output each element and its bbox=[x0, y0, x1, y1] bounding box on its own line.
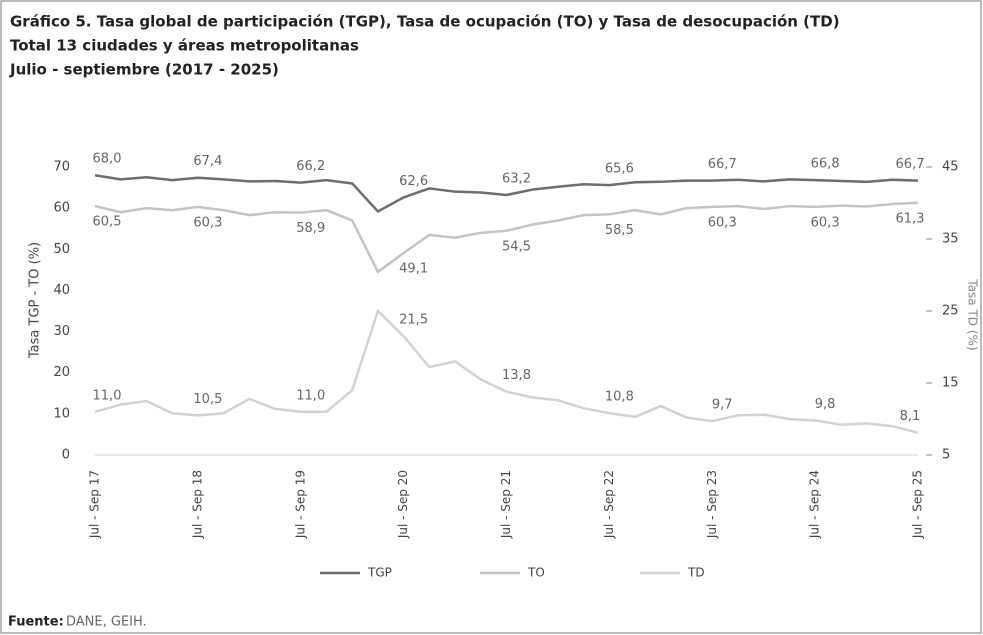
data-label: 62,6 bbox=[399, 174, 428, 189]
y2-tick-label: 15 bbox=[942, 376, 959, 391]
y2-tick-label: 35 bbox=[942, 232, 959, 247]
y2-tick-label: 25 bbox=[942, 304, 959, 319]
y2-tick-label: 45 bbox=[942, 160, 959, 175]
data-label: 63,2 bbox=[502, 171, 531, 186]
data-label: 21,5 bbox=[399, 313, 428, 328]
data-label: 10,8 bbox=[605, 390, 634, 405]
series-line bbox=[94, 173, 919, 213]
data-label: 66,7 bbox=[708, 157, 737, 172]
data-label: 67,4 bbox=[193, 154, 222, 169]
data-label: 66,7 bbox=[896, 157, 925, 172]
data-label: 58,5 bbox=[605, 223, 634, 238]
data-label: 60,3 bbox=[193, 215, 222, 230]
source: DANE, GEIH. bbox=[66, 615, 147, 630]
data-label: 60,3 bbox=[708, 215, 737, 230]
y-tick-label: 60 bbox=[53, 201, 70, 216]
x-tick-label: Jul - Sep 19 bbox=[293, 470, 307, 539]
data-label: 13,8 bbox=[502, 368, 531, 383]
data-label: 60,5 bbox=[93, 215, 122, 230]
data-label: 66,2 bbox=[296, 159, 325, 174]
data-label: 9,8 bbox=[815, 397, 836, 412]
data-label: 66,8 bbox=[811, 157, 840, 172]
source-label: Fuente: bbox=[8, 615, 64, 630]
x-tick-label: Jul - Sep 25 bbox=[911, 470, 925, 539]
data-label: 58,9 bbox=[296, 221, 325, 236]
chart-title: Gráfico 5. Tasa global de participación … bbox=[10, 13, 840, 31]
y-tick-label: 50 bbox=[53, 242, 70, 257]
x-tick-label: Jul - Sep 21 bbox=[499, 470, 513, 539]
y2-axis-label: Tasa TD (%) bbox=[966, 278, 980, 350]
series-line bbox=[94, 308, 919, 434]
chart-subtitle: Total 13 ciudades y áreas metropolitanas bbox=[10, 37, 359, 55]
legend-label: TGP bbox=[367, 566, 392, 580]
legend-label: TO bbox=[527, 566, 545, 580]
y-tick-label: 40 bbox=[53, 283, 70, 298]
x-tick-label: Jul - Sep 24 bbox=[808, 470, 822, 539]
data-label: 9,7 bbox=[712, 398, 733, 413]
data-label: 65,6 bbox=[605, 162, 634, 177]
data-label: 49,1 bbox=[399, 261, 428, 276]
y-tick-label: 30 bbox=[53, 324, 70, 339]
legend-label: TD bbox=[687, 566, 705, 580]
y-tick-label: 10 bbox=[53, 406, 70, 421]
x-tick-label: Jul - Sep 17 bbox=[88, 470, 102, 539]
x-tick-label: Jul - Sep 18 bbox=[190, 470, 204, 539]
data-label: 11,0 bbox=[93, 388, 122, 403]
chart-subtitle: Julio - septiembre (2017 - 2025) bbox=[9, 61, 279, 79]
data-label: 68,0 bbox=[93, 152, 122, 167]
data-label: 61,3 bbox=[896, 211, 925, 226]
data-label: 10,5 bbox=[193, 392, 222, 407]
data-label: 8,1 bbox=[900, 409, 921, 424]
y-axis-label: Tasa TGP - TO (%) bbox=[28, 242, 43, 359]
series-line bbox=[94, 201, 919, 274]
data-label: 11,0 bbox=[296, 388, 325, 403]
x-tick-label: Jul - Sep 23 bbox=[705, 470, 719, 539]
y-tick-label: 0 bbox=[62, 448, 70, 463]
x-tick-label: Jul - Sep 22 bbox=[602, 470, 616, 539]
y-tick-label: 20 bbox=[53, 365, 70, 380]
y2-tick-label: 5 bbox=[942, 448, 950, 463]
y-tick-label: 70 bbox=[53, 160, 70, 175]
data-label: 60,3 bbox=[811, 215, 840, 230]
x-tick-label: Jul - Sep 20 bbox=[396, 470, 410, 539]
data-label: 54,5 bbox=[502, 239, 531, 254]
